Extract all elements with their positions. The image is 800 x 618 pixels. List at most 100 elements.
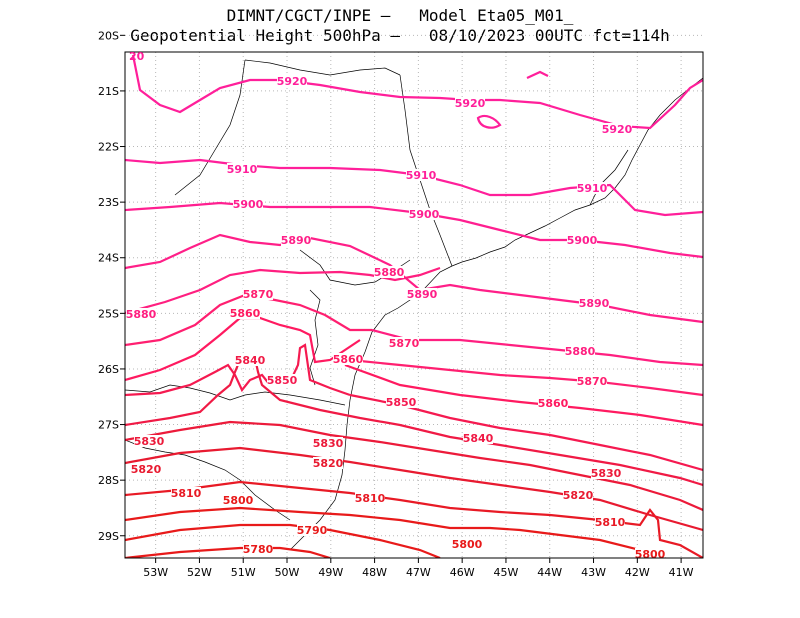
- lon-tick-label: 47W: [406, 566, 431, 579]
- contour-5840: [125, 356, 703, 487]
- contour-label-5820: 5820: [131, 463, 162, 476]
- lat-tick-label: 21S: [98, 85, 119, 98]
- state-border-5: [244, 59, 401, 76]
- contour-label-bg: [409, 208, 439, 220]
- lon-tick-label: 46W: [450, 566, 475, 579]
- state-border-4: [174, 59, 246, 196]
- contour-label-5860: 5860: [333, 353, 364, 366]
- contour-label-5830: 5830: [134, 435, 165, 448]
- contour-label-bg: [297, 524, 327, 536]
- contour-labels: 5920 5920 5920 5910 5910 5910 5900 5900 5900 5890…: [126, 75, 666, 561]
- contour-5830: [125, 420, 703, 512]
- contour-label-5890: 5890: [407, 288, 438, 301]
- state-border-3: [125, 439, 291, 521]
- contour-label-5910: 5910: [227, 163, 258, 176]
- state-border-1: [125, 384, 346, 406]
- contour-label-bg: [171, 487, 201, 499]
- contour-label-bg: [235, 354, 265, 366]
- contour-5810: [125, 480, 703, 558]
- contour-label-5850: 5850: [386, 396, 417, 409]
- title-line-1: DIMNT/CGCT/INPE – Model Eta05_M01_: [226, 6, 574, 25]
- contour-label-5780: 5780: [243, 543, 274, 556]
- contour-label-5820: 5820: [563, 489, 594, 502]
- contour-label-bg: [602, 123, 632, 135]
- contour-label-bg: [452, 538, 482, 550]
- lon-tick-label: 49W: [318, 566, 343, 579]
- contour-label-5890: 5890: [579, 297, 610, 310]
- contour-label-bg: [389, 337, 419, 349]
- contour-label-bg: [538, 397, 568, 409]
- contour-label-5910: 5910: [577, 182, 608, 195]
- contour-label-bg: [131, 463, 161, 475]
- contour-label-bg: [243, 288, 273, 300]
- contour-5890: [125, 233, 703, 324]
- contour-label-bg: [563, 489, 593, 501]
- contour-label-5900: 5900: [567, 234, 598, 247]
- state-border-7: [589, 149, 629, 206]
- contour-label-bg: [313, 457, 343, 469]
- contour-label-5840: 5840: [463, 432, 494, 445]
- contour-label-5840: 5840: [235, 354, 266, 367]
- lat-tick-label: 24S: [98, 252, 119, 265]
- contour-label-bg: [463, 432, 493, 444]
- lat-tick-label: 25S: [98, 307, 119, 320]
- contour-label-5920: 5920: [455, 97, 486, 110]
- contour-label-5920: 5920: [602, 123, 633, 136]
- contour-5910: [125, 158, 703, 217]
- contour-label-5860: 5860: [538, 397, 569, 410]
- contour-label-5880: 5880: [374, 266, 405, 279]
- lon-tick-label: 45W: [494, 566, 519, 579]
- lat-tick-label: 29S: [98, 530, 119, 543]
- contour-label-5830: 5830: [591, 467, 622, 480]
- lon-tick-label: 43W: [581, 566, 606, 579]
- longitude-ticks: 53W 52W 51W 50W 49W 48W 47W 46W 45W 44W 43W 42W 41W: [143, 558, 694, 579]
- contour-label-bg: [277, 75, 307, 87]
- contour-label-bg: [577, 182, 607, 194]
- lat-tick-label: 22S: [98, 141, 119, 154]
- contour-label-bg: [386, 396, 416, 408]
- contour-label-5800: 5800: [452, 538, 483, 551]
- contour-label-5810: 5810: [355, 492, 386, 505]
- contour-label-bg: [595, 516, 625, 528]
- contour-lines: [125, 54, 703, 558]
- contour-label-bg: [565, 345, 595, 357]
- contour-label-5810: 5810: [171, 487, 202, 500]
- contour-label-5800: 5800: [223, 494, 254, 507]
- lon-tick-label: 41W: [669, 566, 694, 579]
- lat-tick-label: 28S: [98, 474, 119, 487]
- contour-5920-c: [526, 70, 549, 79]
- lon-tick-label: 44W: [537, 566, 562, 579]
- contour-label-5900: 5900: [409, 208, 440, 221]
- contour-5800: [125, 506, 666, 558]
- lon-tick-label: 42W: [625, 566, 650, 579]
- contour-label-bg: [407, 288, 437, 300]
- map-frame: [124, 51, 704, 559]
- contour-label-5800: 5800: [635, 548, 666, 561]
- coastline: [371, 77, 703, 333]
- contour-label-5920: 5920: [277, 75, 308, 88]
- contour-5900: [125, 201, 703, 259]
- contour-label-5910: 5910: [406, 169, 437, 182]
- contour-label-bg: [635, 548, 665, 560]
- lon-tick-label: 53W: [143, 566, 168, 579]
- contour-5850: [125, 343, 351, 397]
- contour-label-bg: [577, 375, 607, 387]
- contour-label-bg: [333, 353, 363, 365]
- contour-label-5790: 5790: [297, 524, 328, 537]
- latitude-ticks: 20S 21S 22S 23S 24S 25S 26S 27S 28S 29S: [98, 29, 125, 543]
- lat-tick-label: 20S: [98, 29, 119, 42]
- contour-5880-b: [371, 328, 703, 367]
- contour-5820: [125, 446, 703, 532]
- contour-label-5860: 5860: [230, 307, 261, 320]
- contour-label-5870: 5870: [577, 375, 608, 388]
- contour-label-bg: [281, 234, 311, 246]
- contour-5880: [125, 266, 441, 315]
- contour-label-bg: [455, 97, 485, 109]
- contour-5870-b: [349, 358, 703, 397]
- contour-label-bg: [374, 266, 404, 278]
- contour-label-5850: 5850: [267, 374, 298, 387]
- contour-label-bg: [227, 163, 257, 175]
- contour-5920-b: [476, 114, 502, 129]
- contour-label-bg: [567, 234, 597, 246]
